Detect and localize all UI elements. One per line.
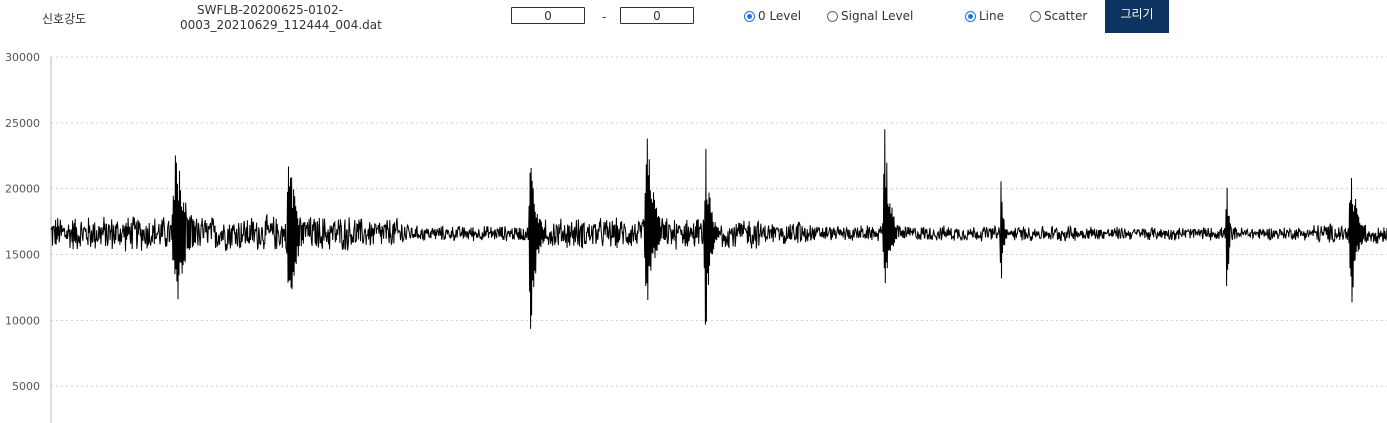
line-radio[interactable]: Line <box>965 9 1004 23</box>
y-tick-label: 10000 <box>5 314 40 327</box>
range-to-input[interactable] <box>620 7 694 24</box>
y-tick-label: 20000 <box>5 183 40 196</box>
file-name: SWFLB-20200625-0102- 0003_20210629_11244… <box>180 3 382 33</box>
signal-chart: 5000 10000 15000 20000 25000 30000 <box>5 51 1387 423</box>
range-from-input[interactable] <box>511 7 585 24</box>
signal-line <box>50 129 1387 329</box>
y-axis-ticks: 5000 10000 15000 20000 25000 30000 <box>5 51 40 393</box>
signal-level-label: Signal Level <box>841 9 914 23</box>
y-tick-label: 30000 <box>5 51 40 64</box>
file-name-line-2: 0003_20210629_112444_004.dat <box>180 18 382 32</box>
scatter-label: Scatter <box>1044 9 1088 23</box>
zero-level-radio[interactable]: 0 Level <box>744 9 801 23</box>
y-tick-label: 15000 <box>5 249 40 262</box>
signal-level-radio-indicator[interactable] <box>827 10 838 22</box>
file-name-line-1: SWFLB-20200625-0102- <box>197 3 343 17</box>
toolbar: 신호강도 SWFLB-20200625-0102- 0003_20210629_… <box>0 0 1387 40</box>
line-radio-indicator[interactable] <box>965 10 976 22</box>
zero-level-radio-indicator[interactable] <box>744 10 755 22</box>
page-title: 신호강도 <box>42 12 87 26</box>
signal-level-radio[interactable]: Signal Level <box>827 9 913 23</box>
y-tick-label: 25000 <box>5 117 40 130</box>
draw-button[interactable]: 그리기 <box>1105 0 1169 33</box>
zero-level-label: 0 Level <box>758 9 802 23</box>
range-separator: - <box>602 10 607 24</box>
scatter-radio-indicator[interactable] <box>1030 10 1041 22</box>
y-tick-label: 5000 <box>12 380 40 393</box>
line-label: Line <box>979 9 1005 23</box>
scatter-radio[interactable]: Scatter <box>1030 9 1087 23</box>
